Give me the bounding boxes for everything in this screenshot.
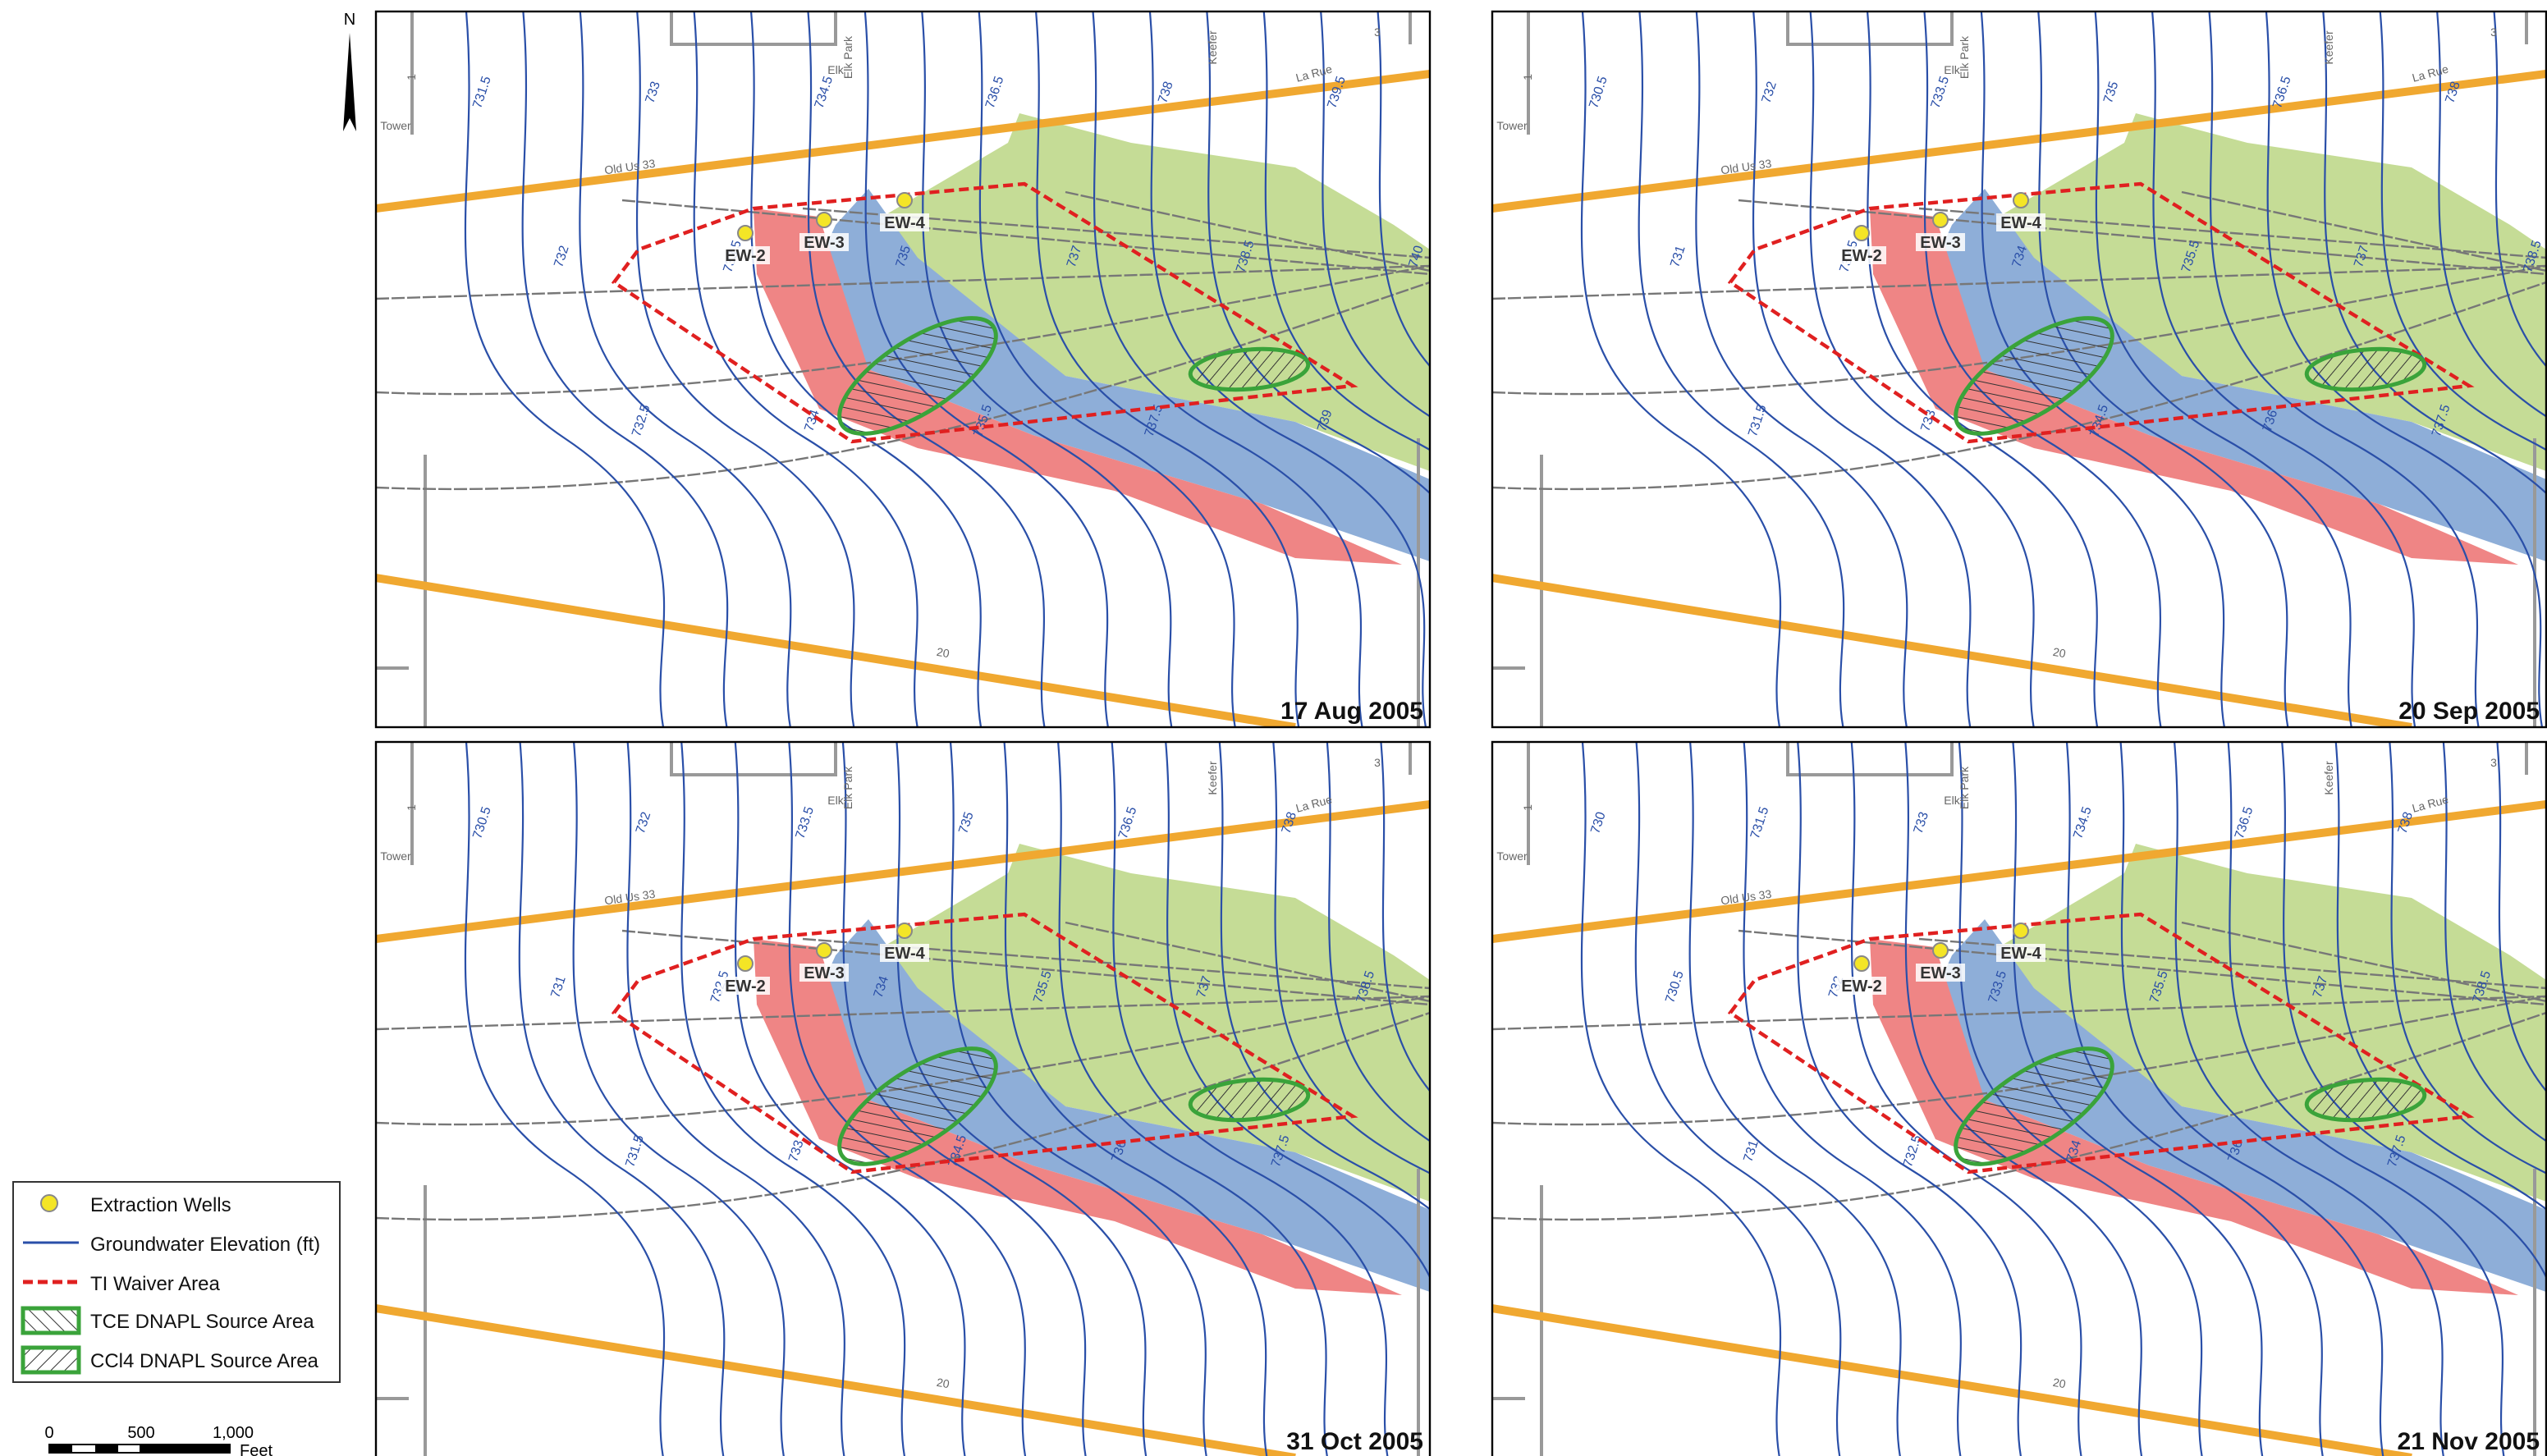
scale-label: 0 xyxy=(44,1424,53,1442)
road-label: 3 xyxy=(2490,756,2497,769)
extraction-well xyxy=(738,226,753,240)
road-label: Elk Park xyxy=(1958,35,1971,79)
map-panel: 730730.5731731.5732732.5733733.5734734.5… xyxy=(1492,742,2547,1456)
scale-bar: 0 500 1,000 Feet xyxy=(44,1424,273,1456)
road-label: Elk Park xyxy=(1958,766,1971,809)
legend-item: Groundwater Elevation (ft) xyxy=(90,1234,320,1256)
well-label: EW-2 xyxy=(1841,247,1882,265)
road-label: 20 xyxy=(936,1376,951,1390)
scale-label: 1,000 xyxy=(213,1424,254,1442)
road-label: 3 xyxy=(1374,25,1381,39)
scale-unit: Feet xyxy=(240,1442,273,1456)
panel-date: 31 Oct 2005 xyxy=(1286,1428,1423,1455)
panel-date: 20 Sep 2005 xyxy=(2398,698,2540,725)
extraction-well xyxy=(1933,943,1948,958)
panel-date: 21 Nov 2005 xyxy=(2398,1428,2540,1455)
road-label: Tower xyxy=(1496,849,1528,863)
well-label: EW-3 xyxy=(804,964,845,982)
extraction-well xyxy=(817,943,831,958)
road-label: 3 xyxy=(1374,756,1381,769)
extraction-well xyxy=(897,923,912,938)
well-label: EW-4 xyxy=(884,214,925,232)
road-label: 1 xyxy=(405,74,418,80)
north-arrow: N xyxy=(343,11,356,131)
road-label: Keefer xyxy=(2322,30,2335,65)
legend-item: TCE DNAPL Source Area xyxy=(90,1311,314,1333)
road-label: Keefer xyxy=(1206,761,1219,795)
well-label: EW-2 xyxy=(725,247,766,265)
extraction-well xyxy=(1933,213,1948,227)
extraction-well xyxy=(2013,923,2028,938)
map-content: 730.5731731.5732732.5733733.5734734.5735… xyxy=(1492,11,2547,727)
road-label: 1 xyxy=(1521,804,1534,811)
road-label: Elk Park xyxy=(841,766,854,809)
road-label: 20 xyxy=(2052,1376,2067,1390)
road-label: Tower xyxy=(1496,119,1528,132)
extraction-well xyxy=(817,213,831,227)
extraction-well xyxy=(1854,226,1869,240)
panel-date: 17 Aug 2005 xyxy=(1280,698,1423,725)
road-label: 20 xyxy=(936,645,951,660)
road-label: Elk Park xyxy=(841,35,854,79)
road-label: 20 xyxy=(2052,645,2067,660)
road-label: Keefer xyxy=(2322,761,2335,795)
road-label: 1 xyxy=(405,804,418,811)
map-panel: 730.5731731.5732732.5733733.5734734.5735… xyxy=(1492,11,2547,727)
road-label: 1 xyxy=(1521,74,1534,80)
extraction-well xyxy=(738,956,753,971)
extraction-well xyxy=(1854,956,1869,971)
legend: Extraction Wells Groundwater Elevation (… xyxy=(13,1182,340,1382)
road-label: Tower xyxy=(380,119,411,132)
legend-item: TI Waiver Area xyxy=(90,1273,220,1295)
extraction-well xyxy=(897,193,912,208)
well-label: EW-4 xyxy=(2000,945,2041,963)
well-label: EW-4 xyxy=(2000,214,2041,232)
road-label: 3 xyxy=(2490,25,2497,39)
road-label: Keefer xyxy=(1206,30,1219,65)
well-label: EW-2 xyxy=(725,978,766,996)
map-panel: 731.5732732.5733733.5734734.5735735.5736… xyxy=(376,11,1680,727)
well-label: EW-3 xyxy=(804,234,845,252)
well-label: EW-4 xyxy=(884,945,925,963)
contour-label: 739 xyxy=(1432,1138,1452,1164)
well-label: EW-2 xyxy=(1841,978,1882,996)
road-label: Tower xyxy=(380,849,411,863)
map-figure: N Extraction Wells Groundwater Elevation… xyxy=(0,0,2547,1456)
scale-label: 500 xyxy=(127,1424,154,1442)
map-content: 731.5732732.5733733.5734734.5735735.5736… xyxy=(376,11,1680,727)
legend-item: CCl4 DNAPL Source Area xyxy=(90,1350,319,1372)
north-label: N xyxy=(344,11,355,29)
legend-item: Extraction Wells xyxy=(90,1194,231,1216)
map-content: 730730.5731731.5732732.5733733.5734734.5… xyxy=(1492,742,2547,1456)
well-label: EW-3 xyxy=(1920,964,1961,982)
extraction-well xyxy=(2013,193,2028,208)
well-label: EW-3 xyxy=(1920,234,1961,252)
